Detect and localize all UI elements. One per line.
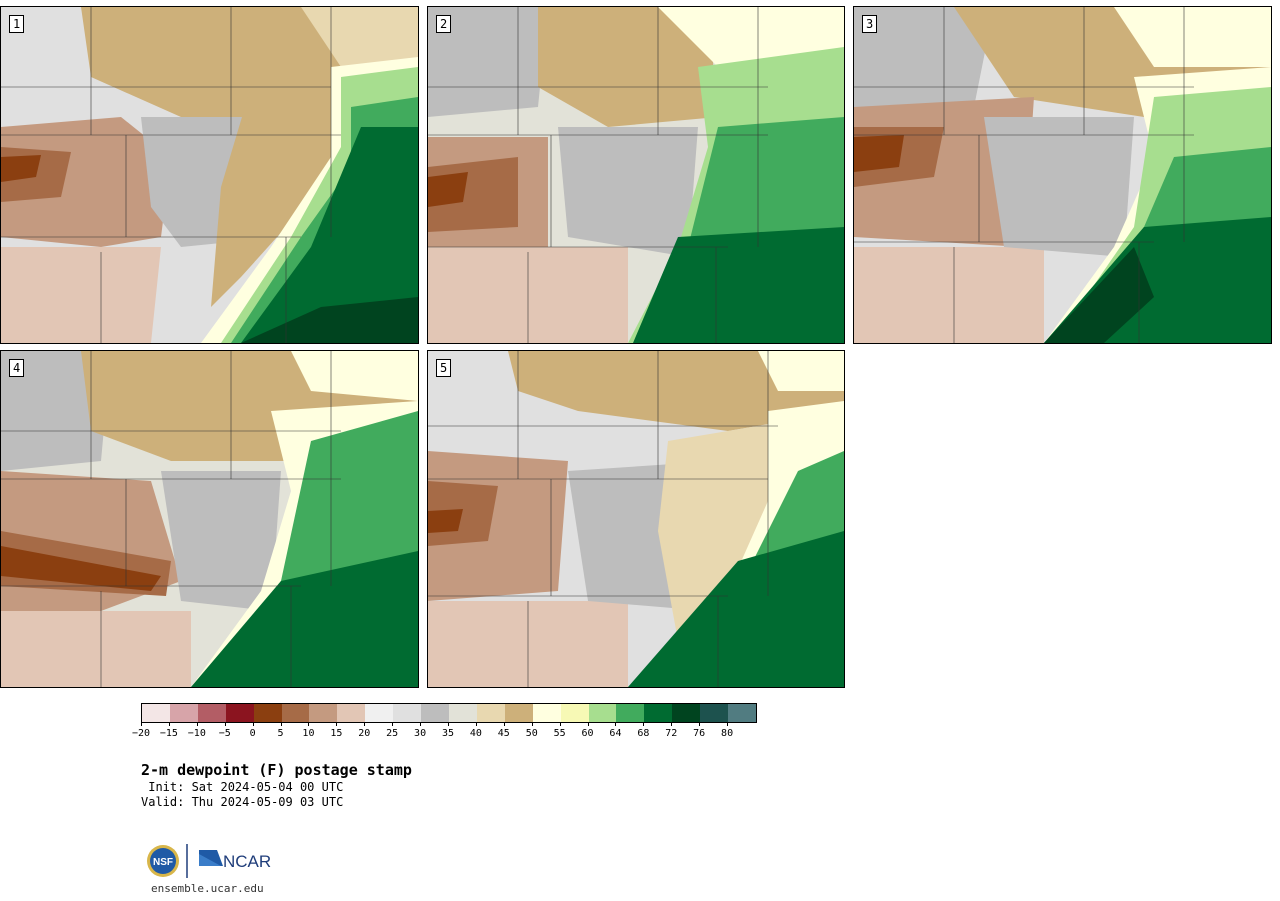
- map-panel-4: 4: [0, 350, 419, 688]
- colorbar-tick-label: 0: [249, 728, 256, 739]
- colorbar-swatch-11: [448, 704, 477, 722]
- colorbar-swatch-21: [728, 704, 756, 722]
- colorbar-tick-mark: [392, 722, 394, 726]
- colorbar-swatch-13: [504, 704, 533, 722]
- colorbar-tick-label: 25: [386, 728, 399, 739]
- map-panel-2: 2: [427, 6, 845, 344]
- map-panel-3: 3: [853, 6, 1272, 344]
- colorbar-tick-label: 10: [302, 728, 315, 739]
- colorbar-swatch-14: [532, 704, 561, 722]
- colorbar-swatch-10: [421, 704, 449, 722]
- colorbar-swatch-17: [616, 704, 645, 722]
- ncar-logo-text: NCAR: [223, 852, 271, 871]
- map-title: 2-m dewpoint (F) postage stamp: [141, 761, 412, 779]
- colorbar-swatch-5: [281, 704, 310, 722]
- colorbar-swatch-20: [700, 704, 729, 722]
- colorbar-tick-label: 80: [721, 728, 734, 739]
- dewpoint-colorbar: [141, 703, 757, 723]
- panel-number-3: 3: [862, 15, 878, 33]
- colorbar-tick-mark: [531, 722, 533, 726]
- dewpoint-map-2: [428, 7, 844, 343]
- colorbar-tick-label: 40: [469, 728, 482, 739]
- colorbar-tick-label: −5: [218, 728, 231, 739]
- nsf-logo-text: NSF: [153, 857, 173, 868]
- colorbar-tick-label: −10: [187, 728, 206, 739]
- colorbar-tick-mark: [503, 722, 505, 726]
- colorbar-tick-mark: [364, 722, 366, 726]
- dewpoint-map-4: [1, 351, 418, 687]
- colorbar-tick-label: 5: [277, 728, 284, 739]
- colorbar-tick-label: 55: [553, 728, 566, 739]
- colorbar-tick-mark: [643, 722, 645, 726]
- colorbar-swatch-1: [169, 704, 198, 722]
- colorbar-swatch-4: [253, 704, 282, 722]
- colorbar-tick-label: 45: [497, 728, 510, 739]
- panel-number-4: 4: [9, 359, 25, 377]
- colorbar-swatch-8: [365, 704, 394, 722]
- panel-number-1: 1: [9, 15, 25, 33]
- colorbar-tick-mark: [727, 722, 729, 726]
- colorbar-swatch-3: [225, 704, 254, 722]
- colorbar-ticks: −20 −15 −10 −5 0 5 10 15 20 25 30 35 40 45 50 55 60 64 68 7…: [132, 722, 757, 742]
- colorbar-swatch-9: [393, 704, 422, 722]
- valid-time: Valid: Thu 2024-05-09 03 UTC: [141, 795, 344, 809]
- colorbar-tick-label: 50: [525, 728, 538, 739]
- colorbar-tick-mark: [615, 722, 617, 726]
- website-url[interactable]: ensemble.ucar.edu: [151, 882, 264, 895]
- colorbar-tick-mark: [559, 722, 561, 726]
- colorbar-tick-label: 35: [441, 728, 455, 739]
- colorbar-tick-label: 72: [665, 728, 678, 739]
- colorbar-tick-mark: [280, 722, 282, 726]
- colorbar-tick-mark: [168, 722, 170, 726]
- panel-number-5: 5: [436, 359, 452, 377]
- colorbar-swatch-7: [337, 704, 366, 722]
- colorbar-tick-mark: [671, 722, 673, 726]
- colorbar-swatch-6: [309, 704, 338, 722]
- colorbar-tick-mark: [587, 722, 589, 726]
- nsf-ncar-logo: NSF NCAR: [145, 842, 275, 880]
- colorbar-swatch-19: [672, 704, 701, 722]
- dewpoint-map-5: [428, 351, 844, 687]
- colorbar-swatch-12: [476, 704, 505, 722]
- panel-number-2: 2: [436, 15, 452, 33]
- colorbar-tick-mark: [224, 722, 226, 726]
- dewpoint-map-3: [854, 7, 1271, 343]
- colorbar-tick-label: 76: [693, 728, 706, 739]
- colorbar-tick-mark: [699, 722, 701, 726]
- colorbar-tick-mark: [196, 722, 198, 726]
- colorbar-swatch-16: [588, 704, 617, 722]
- dewpoint-map-1: [1, 7, 418, 343]
- colorbar-swatch-15: [560, 704, 589, 722]
- init-time: Init: Sat 2024-05-04 00 UTC: [141, 780, 344, 794]
- colorbar-swatch-2: [197, 704, 226, 722]
- colorbar-swatch-18: [644, 704, 673, 722]
- colorbar-tick-label: −15: [159, 728, 178, 739]
- colorbar-tick-label: 30: [414, 728, 427, 739]
- colorbar-tick-mark: [448, 722, 449, 726]
- colorbar-tick-mark: [252, 722, 254, 726]
- colorbar-tick-mark: [308, 722, 310, 726]
- colorbar-tick-mark: [336, 722, 338, 726]
- map-panel-5: 5: [427, 350, 845, 688]
- colorbar-tick-label: 64: [609, 728, 622, 739]
- colorbar-tick-mark: [141, 722, 142, 726]
- colorbar-tick-label: 15: [330, 728, 343, 739]
- map-panel-1: 1: [0, 6, 419, 344]
- colorbar-tick-label: 60: [581, 728, 594, 739]
- colorbar-tick-mark: [475, 722, 477, 726]
- colorbar-swatch-0: [142, 704, 170, 722]
- colorbar-tick-label: −20: [131, 728, 151, 739]
- colorbar-tick-label: 68: [637, 728, 650, 739]
- colorbar-tick-label: 20: [358, 728, 371, 739]
- colorbar-tick-mark: [420, 722, 422, 726]
